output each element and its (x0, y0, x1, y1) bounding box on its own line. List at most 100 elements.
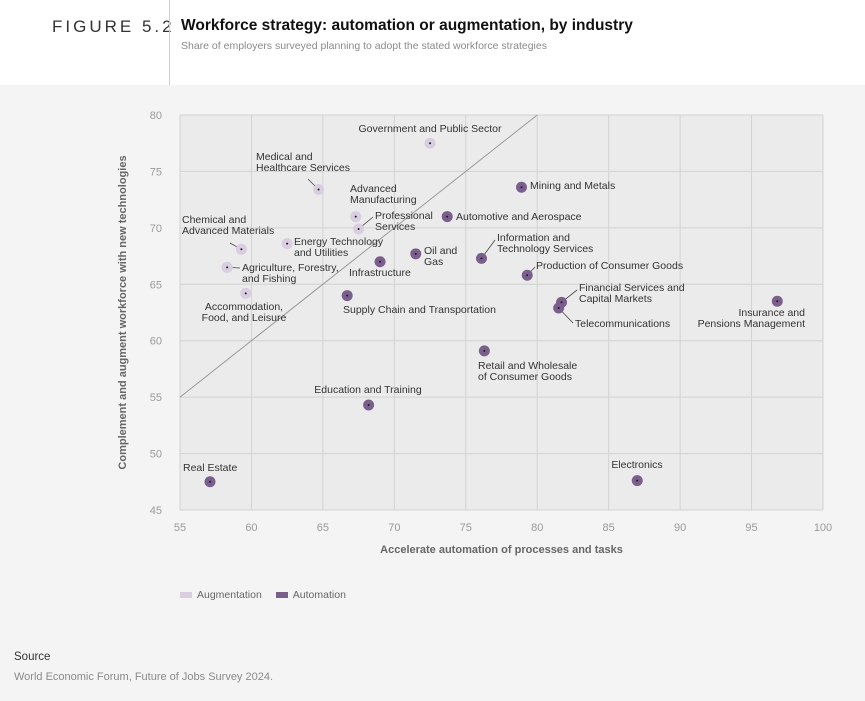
chart-legend: Augmentation Automation (180, 589, 346, 601)
data-label-line: Manufacturing (350, 194, 417, 206)
data-label: Information and Technology Services (497, 232, 593, 255)
data-label: Agriculture, Forestry, and Fishing (242, 262, 339, 285)
data-label-line: Technology Services (497, 243, 593, 255)
data-label: Supply Chain and Transportation (343, 304, 496, 316)
data-label-line: Food, and Leisure (202, 312, 287, 324)
data-label-line: Pensions Management (698, 318, 805, 330)
data-label-line: Insurance and (738, 307, 805, 319)
figure-header: FIGURE 5.2 Workforce strategy: automatio… (0, 0, 865, 85)
data-label: Telecommunications (575, 318, 670, 330)
data-label-line: Financial Services and (579, 282, 685, 294)
y-tick-label: 70 (150, 223, 162, 235)
series-automation: Mining and Metals Automotive and Aerospac… (183, 180, 806, 488)
data-point-center (226, 266, 229, 269)
data-point-center (480, 257, 483, 260)
data-point-center (346, 294, 349, 297)
data-label: Energy Technology and Utilities (294, 236, 384, 259)
data-label-line: Advanced Materials (182, 225, 274, 237)
x-tick-label: 100 (814, 522, 832, 534)
data-label-line: Healthcare Services (256, 162, 350, 174)
x-tick-label: 75 (460, 522, 472, 534)
data-label-line: Infrastructure (349, 267, 411, 279)
legend-swatch-automation (275, 592, 288, 598)
data-label-line: Information and (497, 232, 570, 244)
data-label-line: Real Estate (183, 462, 237, 474)
data-label: Electronics (611, 459, 662, 471)
data-label-line: and Fishing (242, 273, 296, 285)
data-label: Education and Training (314, 384, 422, 396)
legend-label-automation: Automation (292, 589, 346, 601)
data-label: Insurance and Pensions Management (698, 307, 806, 330)
data-label-line: Energy Technology (294, 236, 384, 248)
data-label-line: Production of Consumer Goods (536, 260, 683, 272)
data-label: Advanced Manufacturing (350, 183, 417, 206)
y-tick-label: 55 (150, 392, 162, 404)
data-point-center (560, 301, 563, 304)
data-point-center (367, 404, 370, 407)
data-point-center (286, 242, 289, 245)
data-label-line: Government and Public Sector (359, 123, 502, 135)
data-label-line: and Utilities (294, 247, 348, 259)
data-label-line: Advanced (350, 183, 397, 195)
data-point-center (429, 142, 432, 145)
series-augmentation: Government and Public Sector Medical and H… (182, 123, 502, 324)
data-point-center (557, 306, 560, 309)
legend-swatch-augmentation (180, 592, 192, 598)
data-label-line: Oil and (424, 245, 457, 257)
data-point-center (636, 479, 639, 482)
legend-item-automation: Automation (275, 589, 346, 601)
data-point-center (317, 188, 320, 191)
data-point-center (776, 300, 779, 303)
data-point-center (483, 349, 486, 352)
data-label-line: Telecommunications (575, 318, 670, 330)
data-label: Accommodation, Food, and Leisure (202, 301, 287, 324)
data-label-line: Education and Training (314, 384, 422, 396)
source-text: World Economic Forum, Future of Jobs Sur… (14, 671, 274, 683)
data-point-center (209, 480, 212, 483)
y-tick-label: 45 (150, 505, 162, 517)
data-label: Financial Services and Capital Markets (579, 282, 685, 305)
y-axis-label: Complement and augment workforce with ne… (117, 155, 129, 469)
data-point-center (354, 215, 357, 218)
data-label-line: Professional (375, 210, 433, 222)
data-label-line: Mining and Metals (530, 180, 615, 192)
figure-number: FIGURE 5.2 (52, 17, 175, 36)
data-point-center (414, 252, 417, 255)
x-tick-label: 65 (317, 522, 329, 534)
data-label-line: Electronics (611, 459, 662, 471)
y-tick-label: 65 (150, 279, 162, 291)
source-label: Source (14, 651, 51, 663)
y-tick-label: 80 (150, 110, 162, 122)
data-label: Real Estate (183, 462, 237, 474)
data-label: Infrastructure (349, 267, 411, 279)
x-tick-label: 60 (245, 522, 257, 534)
data-label-line: Medical and (256, 151, 313, 163)
data-label-line: Capital Markets (579, 293, 652, 305)
x-tick-label: 95 (745, 522, 757, 534)
header-divider (169, 0, 170, 85)
data-point-center (520, 186, 523, 189)
data-label-line: Chemical and (182, 214, 246, 226)
data-point-center (357, 227, 360, 230)
data-point-center (526, 274, 529, 277)
y-tick-label: 75 (150, 166, 162, 178)
data-label-line: Automotive and Aerospace (456, 211, 582, 223)
data-point-center (379, 260, 382, 263)
x-tick-label: 55 (174, 522, 186, 534)
data-label-line: of Consumer Goods (478, 371, 572, 383)
legend-item-augmentation: Augmentation (180, 589, 262, 601)
y-tick-label: 60 (150, 336, 162, 348)
data-label-line: Supply Chain and Transportation (343, 304, 496, 316)
data-label: Chemical and Advanced Materials (182, 214, 274, 237)
x-tick-label: 80 (531, 522, 543, 534)
data-label-line: Services (375, 221, 415, 233)
reference-line (179, 114, 538, 398)
data-point-center (244, 292, 247, 295)
figure-subtitle: Share of employers surveyed planning to … (181, 40, 547, 52)
scatter-chart: 55 60 65 70 75 80 85 90 95 100 45 50 55 60 65 70 75 80 Acc… (117, 110, 832, 556)
data-point-center (240, 248, 243, 251)
data-label: Retail and Wholesale of Consumer Goods (478, 360, 577, 383)
data-label: Automotive and Aerospace (456, 211, 582, 223)
y-tick-label: 50 (150, 449, 162, 461)
legend-label-augmentation: Augmentation (197, 589, 262, 601)
